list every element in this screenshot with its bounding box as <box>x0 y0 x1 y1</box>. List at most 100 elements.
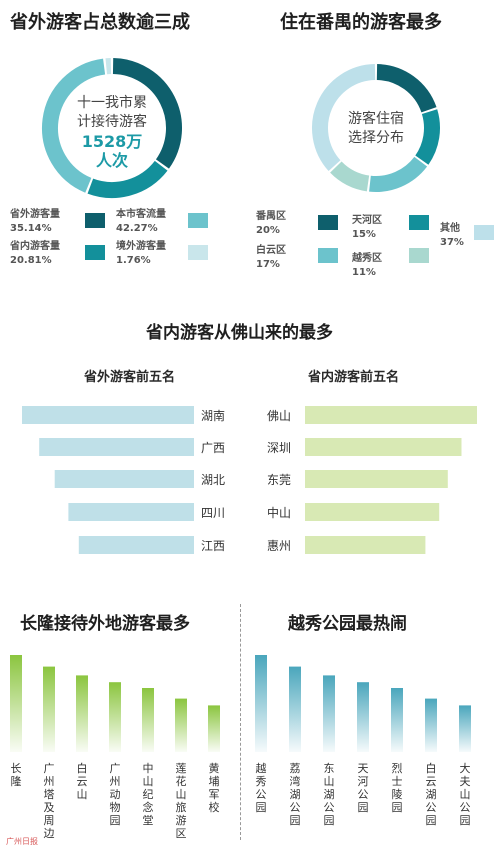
legend2-item-2: 白云区 17% <box>256 244 286 272</box>
legend2-swatch-0 <box>318 215 338 230</box>
donut1-slice-2 <box>42 58 106 193</box>
legend2-item-1: 天河区 15% <box>352 214 382 242</box>
credit: 广州日报 <box>6 837 38 846</box>
legend1-swatch-3 <box>188 245 208 260</box>
legend1-item-1: 省内游客量 20.81% <box>10 240 60 268</box>
donut2-slice-1 <box>415 109 440 165</box>
legend2-label-4: 其他 <box>440 223 460 234</box>
legend1-label-1: 省内游客量 <box>10 241 60 252</box>
bars-left-title: 长隆接待外地游客最多 <box>20 614 190 634</box>
right-hbar-label-0: 佛山 <box>266 409 291 423</box>
donut2-slice-0 <box>376 64 437 113</box>
legend2-swatch-4 <box>474 225 494 240</box>
left-subtitle: 省外游客前五名 <box>84 370 176 385</box>
donut1-slice-0 <box>112 58 182 169</box>
legend2-item-4: 其他 37% <box>440 222 464 250</box>
donut2-slice-2 <box>369 156 428 192</box>
legend1-item-0: 省外游客量 35.14% <box>10 208 60 236</box>
left-hbar-label-1: 广西 <box>200 441 225 455</box>
legend1-label-2: 本市客流量 <box>116 209 166 220</box>
legend2-value-1: 15% <box>352 229 376 240</box>
legend1-value-2: 42.27% <box>116 223 158 234</box>
donut2-center: 游客住宿 选择分布 <box>326 110 426 148</box>
left-hbar-label-0: 湖南 <box>200 409 225 423</box>
legend2-value-0: 20% <box>256 225 280 236</box>
legend1-value-0: 35.14% <box>10 223 52 234</box>
legend2-item-0: 番禺区 20% <box>256 210 286 238</box>
right-hbar-2 <box>305 470 448 488</box>
right-hbar-label-4: 惠州 <box>266 539 291 553</box>
attraction-bar-6 <box>208 705 220 752</box>
legend2-value-3: 11% <box>352 267 376 278</box>
legend1-value-1: 20.81% <box>10 255 52 266</box>
legend2-value-4: 37% <box>440 237 464 248</box>
attraction-bar-2 <box>76 675 88 752</box>
park-bar-1 <box>289 666 301 752</box>
legend2-swatch-3 <box>409 248 429 263</box>
attraction-bar-label-4: 中山纪念堂 <box>142 762 154 827</box>
legend1-item-3: 境外游客量 1.76% <box>116 240 166 268</box>
park-bar-label-5: 白云湖公园 <box>425 762 437 827</box>
attraction-bar-label-3: 广州动物园 <box>109 762 121 827</box>
attraction-bar-0 <box>10 655 22 752</box>
donut2-center-line2: 选择分布 <box>348 130 404 146</box>
legend2-swatch-1 <box>409 215 429 230</box>
park-bar-5 <box>425 698 437 752</box>
legend1-swatch-2 <box>188 213 208 228</box>
left-hbar-0 <box>22 406 194 424</box>
right-hbar-label-1: 深圳 <box>266 441 291 455</box>
right-hbar-label-3: 中山 <box>266 506 291 520</box>
left-hbar-3 <box>68 503 194 521</box>
legend2-swatch-2 <box>318 248 338 263</box>
legend1-label-0: 省外游客量 <box>10 209 60 220</box>
attraction-bar-4 <box>142 688 154 752</box>
middle-title: 省内游客从佛山来的最多 <box>146 323 333 343</box>
donut1-center-line2: 计接待游客 <box>77 114 147 130</box>
donut2-slice-4 <box>312 64 376 171</box>
legend2-label-1: 天河区 <box>352 215 382 226</box>
attraction-bar-1 <box>43 666 55 752</box>
attraction-bar-label-2: 白云山 <box>76 762 88 801</box>
donut2-center-line1: 游客住宿 <box>348 111 404 127</box>
left-hbar-2 <box>54 470 195 488</box>
park-bar-3 <box>357 682 369 752</box>
legend1-swatch-0 <box>85 213 105 228</box>
legend1-value-3: 1.76% <box>116 255 151 266</box>
attraction-bar-3 <box>109 682 121 752</box>
right-hbar-label-2: 东莞 <box>266 473 291 487</box>
right-hbar-4 <box>305 536 426 554</box>
attraction-bar-label-5: 莲花山旅游区 <box>175 762 187 840</box>
legend2-item-3: 越秀区 11% <box>352 252 382 280</box>
donut1-center-number: 1528万 <box>81 132 143 151</box>
attraction-bar-label-6: 黄埔军校 <box>208 762 220 814</box>
donut1-center: 十一我市累 计接待游客 1528万 人次 <box>62 94 162 170</box>
donut1-slice-1 <box>87 160 168 198</box>
right-subtitle: 省内游客前五名 <box>308 370 400 385</box>
right-hbar-3 <box>305 503 440 521</box>
attraction-bar-label-1: 广州塔及周边 <box>43 762 55 840</box>
park-bar-label-2: 东山湖公园 <box>323 762 335 827</box>
park-bar-label-6: 大夫山公园 <box>459 762 471 827</box>
legend1-label-3: 境外游客量 <box>116 241 166 252</box>
right-hbar-0 <box>305 406 477 424</box>
donut1-center-line1: 十一我市累 <box>77 95 147 111</box>
bars-right-title: 越秀公园最热闹 <box>288 614 407 634</box>
legend2-value-2: 17% <box>256 259 280 270</box>
legend2-label-0: 番禺区 <box>256 211 286 222</box>
park-bar-label-0: 越秀公园 <box>255 762 267 814</box>
legend2-label-2: 白云区 <box>256 245 286 256</box>
park-bar-4 <box>391 688 403 752</box>
left-hbar-label-4: 江西 <box>200 539 225 553</box>
attraction-bar-5 <box>175 698 187 752</box>
left-hbar-label-2: 湖北 <box>200 473 225 487</box>
park-bar-0 <box>255 655 267 752</box>
left-hbar-label-3: 四川 <box>200 506 225 520</box>
park-bar-6 <box>459 705 471 752</box>
left-hbar-1 <box>39 438 195 456</box>
right-hbar-1 <box>305 438 462 456</box>
section-divider <box>240 604 241 840</box>
legend1-swatch-1 <box>85 245 105 260</box>
attraction-bar-label-0: 长隆 <box>10 762 22 788</box>
legend1-item-2: 本市客流量 42.27% <box>116 208 166 236</box>
